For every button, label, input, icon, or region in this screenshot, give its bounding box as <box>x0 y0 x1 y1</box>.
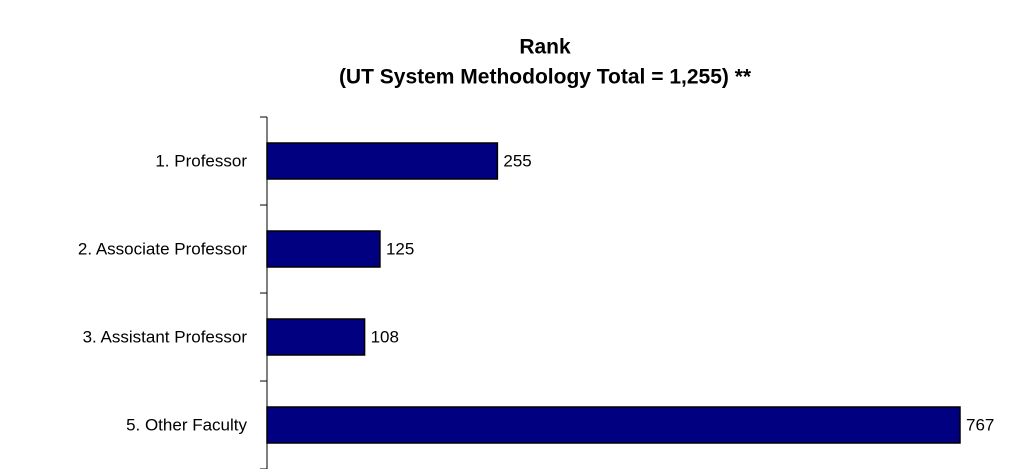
bar <box>266 406 961 444</box>
data-label: 125 <box>386 239 414 258</box>
bar <box>266 142 499 180</box>
y-tick-label: 3. Assistant Professor <box>83 327 248 346</box>
chart-title: Rank <box>519 36 571 59</box>
data-label: 255 <box>503 151 531 170</box>
y-tick-label: 1. Professor <box>155 151 247 170</box>
data-label: 767 <box>966 415 994 434</box>
y-tick-label: 5. Other Faculty <box>126 415 247 434</box>
bar <box>266 318 366 356</box>
bar <box>266 230 381 268</box>
data-label: 108 <box>371 327 399 346</box>
y-tick-label: 2. Associate Professor <box>78 239 247 258</box>
chart-subtitle: (UT System Methodology Total = 1,255) ** <box>339 66 752 89</box>
